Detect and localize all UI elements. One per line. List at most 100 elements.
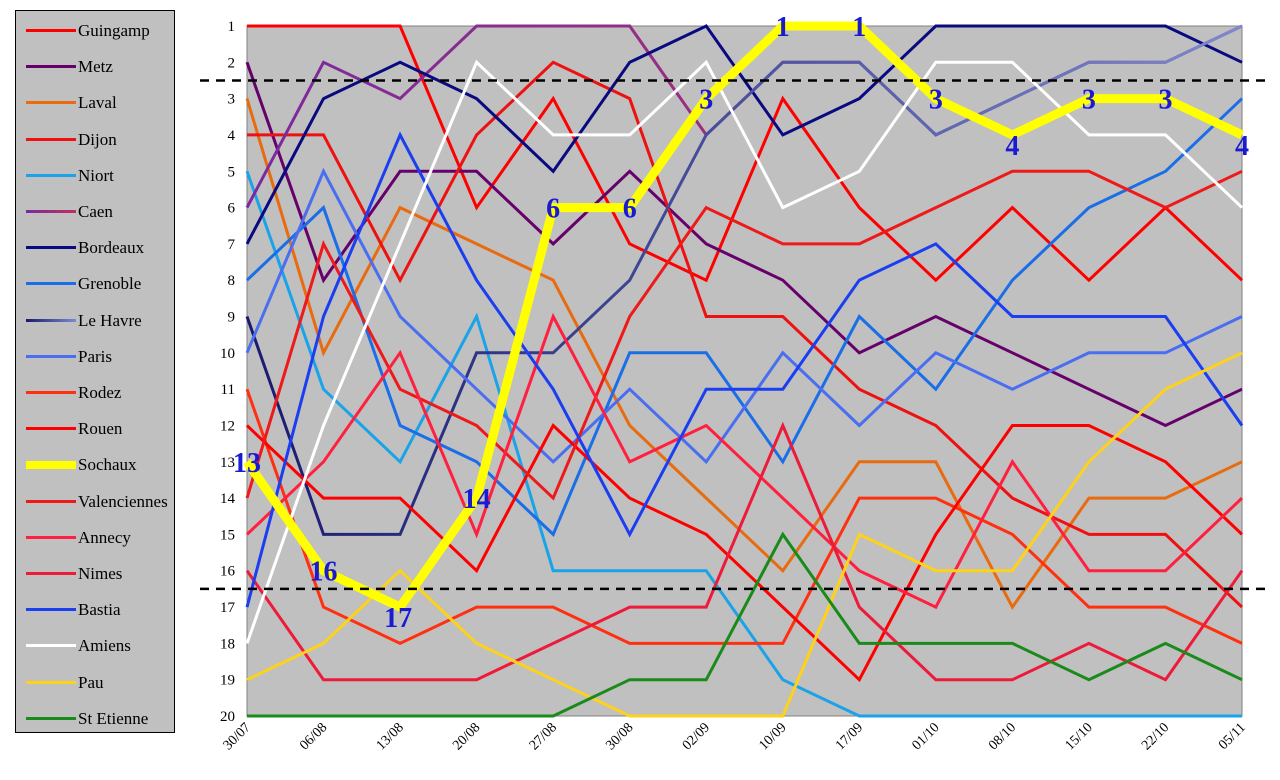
legend-label: Le Havre [78, 310, 142, 330]
legend-item-amiens: Amiens [16, 634, 176, 656]
data-label-sochaux: 6 [623, 194, 637, 225]
y-tick-label: 15 [220, 527, 235, 543]
data-label-sochaux: 3 [1082, 85, 1096, 116]
legend-item-nimes: Nimes [16, 562, 176, 584]
y-tick-label: 14 [220, 491, 236, 507]
legend-item-rodez: Rodez [16, 381, 176, 403]
legend-item-valenciennes: Valenciennes [16, 490, 176, 512]
y-tick-label: 12 [220, 418, 235, 434]
legend-item-rouen: Rouen [16, 417, 176, 439]
series-line-dijon [247, 60, 1244, 609]
legend-swatch [26, 29, 76, 32]
data-label-sochaux: 1 [852, 12, 866, 43]
legend-swatch [26, 535, 76, 539]
legend-swatch [26, 608, 76, 612]
legend-item-metz: Metz [16, 55, 176, 77]
data-label-sochaux: 3 [929, 85, 943, 116]
legend-swatch [26, 461, 76, 470]
legend-label: Annecy [78, 527, 131, 547]
legend-label: Bastia [78, 600, 121, 620]
legend-item-le-havre: Le Havre [16, 309, 176, 331]
y-tick-label: 19 [220, 673, 235, 689]
legend-swatch [26, 282, 76, 286]
x-tick-label: 20/08 [450, 720, 483, 753]
legend-swatch [26, 716, 76, 720]
legend-label: Caen [78, 202, 113, 221]
y-tick-label: 3 [228, 92, 236, 108]
data-label-sochaux: 1 [776, 12, 790, 43]
legend-item-bordeaux: Bordeaux [16, 236, 176, 258]
series-line-niort [245, 170, 1242, 718]
legend-swatch [26, 246, 76, 250]
y-tick-label: 13 [220, 455, 235, 471]
series-line-rodez [245, 388, 1243, 646]
legend-item-niort: Niort [16, 164, 176, 186]
legend-swatch [26, 354, 76, 358]
legend-label: Grenoble [78, 274, 142, 294]
plot-area [246, 25, 1243, 717]
legend-swatch [26, 572, 76, 575]
data-label-sochaux: 14 [463, 484, 491, 515]
y-tick-label: 9 [228, 310, 236, 326]
y-tick-label: 7 [228, 237, 236, 253]
y-tick-label: 4 [228, 128, 236, 144]
legend-item-st-etienne: St Etienne [16, 707, 176, 729]
legend-label: Paris [78, 346, 112, 366]
legend-swatch [26, 499, 76, 503]
y-tick-label: 8 [228, 273, 236, 289]
legend-item-bastia: Bastia [16, 598, 176, 620]
y-tick-label: 5 [228, 164, 236, 180]
series-line-nimes [245, 421, 1244, 682]
legend-item-guingamp: Guingamp [16, 19, 176, 41]
data-label-sochaux: 3 [1158, 85, 1172, 116]
y-tick-label: 6 [228, 201, 236, 217]
legend-swatch [26, 391, 76, 394]
legend-label: Pau [78, 672, 104, 692]
legend-swatch [26, 427, 76, 431]
legend-item-pau: Pau [16, 671, 176, 693]
legend-label: St Etienne [78, 708, 149, 728]
legend-label: Metz [78, 57, 113, 77]
x-tick-label: 30/07 [221, 720, 254, 753]
legend-swatch [26, 210, 76, 213]
legend-swatch [26, 318, 76, 322]
legend-swatch [26, 101, 76, 105]
y-tick-label: 2 [228, 55, 236, 71]
legend-swatch [26, 680, 76, 684]
x-tick-label: 30/08 [603, 720, 636, 753]
series-line-st-etienne [247, 531, 1243, 718]
series-line-guingamp [247, 24, 1244, 283]
legend-swatch [26, 173, 76, 177]
legend-label: Nimes [78, 564, 123, 583]
series-line-valenciennes [245, 169, 1243, 501]
legend-item-dijon: Dijon [16, 128, 176, 150]
x-tick-label: 06/08 [297, 720, 330, 753]
legend-label: Dijon [78, 129, 117, 149]
legend-label: Niort [78, 165, 114, 185]
x-tick-label: 27/08 [527, 720, 560, 753]
x-tick-label: 05/11 [1216, 720, 1249, 753]
legend-label: Guingamp [78, 21, 150, 40]
data-label-sochaux: 3 [699, 85, 713, 116]
data-label-sochaux: 13 [233, 448, 261, 479]
legend-label: Rouen [78, 419, 123, 439]
legend-item-caen: Caen [16, 200, 176, 222]
series-line-bastia [245, 131, 1244, 608]
y-tick-label: 18 [220, 636, 235, 652]
legend-item-paris: Paris [16, 345, 176, 367]
legend-label: Valenciennes [78, 491, 168, 511]
series-line-amiens [245, 59, 1244, 644]
legend-item-grenoble: Grenoble [16, 272, 176, 294]
legend-item-laval: Laval [16, 91, 176, 113]
legend-swatch [26, 65, 76, 69]
legend-label: Sochaux [78, 455, 137, 475]
legend-swatch [26, 137, 76, 141]
legend-swatch [26, 644, 76, 648]
series-line-metz [245, 61, 1243, 428]
y-tick-label: 20 [220, 709, 235, 725]
x-tick-label: 10/09 [756, 720, 789, 753]
chart-legend: Guingamp Metz Laval Dijon Niort Caen Bordeaux G… [15, 10, 175, 733]
x-tick-label: 17/09 [833, 720, 866, 753]
legend-item-annecy: Annecy [16, 526, 176, 548]
y-tick-label: 1 [228, 19, 236, 35]
